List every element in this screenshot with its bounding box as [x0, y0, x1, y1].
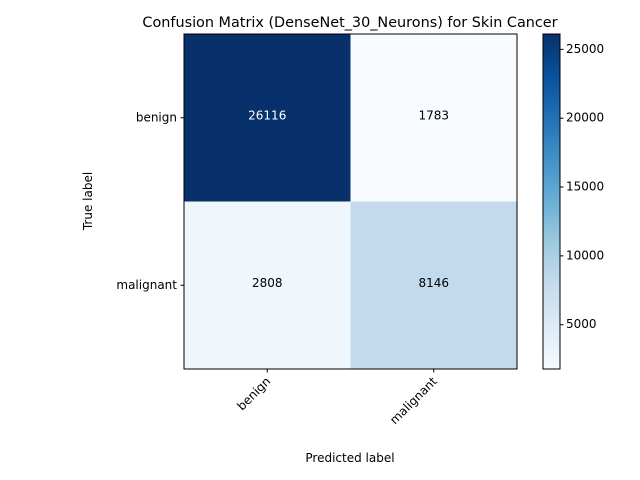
colorbar-tick-label: 10000 — [566, 248, 604, 262]
colorbar-ticks: 5000 10000 15000 20000 25000 — [560, 42, 604, 331]
y-axis-ticks: benign malignant — [116, 110, 184, 292]
colorbar-tick-label: 20000 — [566, 111, 604, 125]
x-tick-label-benign: benign — [234, 374, 273, 413]
colorbar-tick-label: 5000 — [566, 317, 597, 331]
matrix-cell-malignant-benign — [184, 201, 351, 370]
matrix-cell-malignant-malignant — [350, 201, 518, 370]
matrix-cell-benign-benign — [184, 34, 351, 202]
y-tick-label-benign: benign — [136, 110, 177, 124]
cell-value-benign-benign: 26116 — [248, 108, 286, 122]
cell-value-benign-malignant: 1783 — [418, 108, 449, 122]
plot-frame — [183, 33, 518, 370]
matrix-cell-labels: 26116 1783 2808 8146 — [248, 108, 449, 290]
cell-value-malignant-benign: 2808 — [252, 276, 283, 290]
y-axis-label: True label — [81, 172, 95, 231]
matrix-cell-benign-malignant — [350, 34, 518, 202]
colorbar-tick-label: 25000 — [566, 42, 604, 56]
chart-title: Confusion Matrix (DenseNet_30_Neurons) f… — [142, 15, 557, 31]
y-tick-label-malignant: malignant — [116, 278, 177, 292]
matrix-cells — [184, 34, 518, 370]
colorbar-tick-label: 15000 — [566, 180, 604, 194]
x-axis-label: Predicted label — [305, 451, 394, 465]
x-tick-label-malignant: malignant — [387, 374, 440, 427]
x-axis-ticks: benign malignant — [234, 369, 440, 427]
cell-value-malignant-malignant: 8146 — [418, 276, 449, 290]
colorbar — [542, 33, 561, 370]
